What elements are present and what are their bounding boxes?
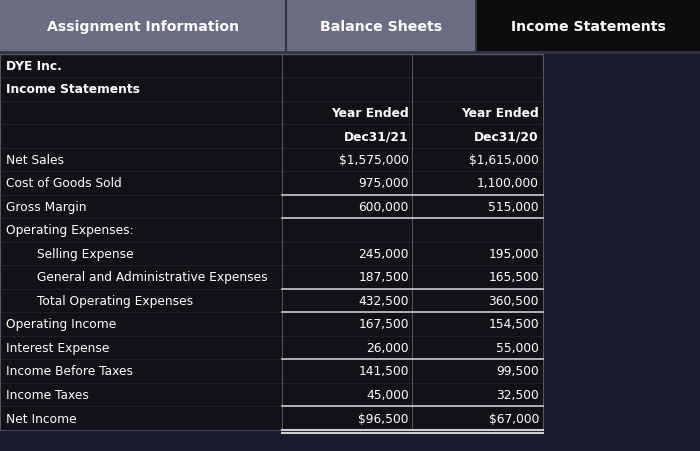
Bar xyxy=(0,0,286,53)
Text: Balance Sheets: Balance Sheets xyxy=(320,20,442,33)
Text: 154,500: 154,500 xyxy=(489,318,539,331)
Text: 195,000: 195,000 xyxy=(489,248,539,260)
Text: 515,000: 515,000 xyxy=(489,201,539,213)
Text: Operating Expenses:: Operating Expenses: xyxy=(6,224,133,237)
Text: Dec31/20: Dec31/20 xyxy=(475,130,539,143)
Text: 26,000: 26,000 xyxy=(366,341,409,354)
Text: 32,500: 32,500 xyxy=(496,388,539,401)
Text: 975,000: 975,000 xyxy=(358,177,409,190)
Text: 245,000: 245,000 xyxy=(358,248,409,260)
Text: General and Administrative Expenses: General and Administrative Expenses xyxy=(37,271,267,284)
Text: Year Ended: Year Ended xyxy=(461,107,539,120)
Text: 432,500: 432,500 xyxy=(358,295,409,307)
Bar xyxy=(0,55,542,430)
Text: 45,000: 45,000 xyxy=(366,388,409,401)
Text: 55,000: 55,000 xyxy=(496,341,539,354)
Text: $1,575,000: $1,575,000 xyxy=(339,154,409,166)
Text: Net Income: Net Income xyxy=(6,412,76,424)
Bar xyxy=(476,0,700,53)
Text: Income Statements: Income Statements xyxy=(510,20,666,33)
Text: 360,500: 360,500 xyxy=(489,295,539,307)
Text: 99,500: 99,500 xyxy=(496,365,539,377)
Text: Assignment Information: Assignment Information xyxy=(47,20,239,33)
Text: DYE Inc.: DYE Inc. xyxy=(6,60,62,73)
Text: $96,500: $96,500 xyxy=(358,412,409,424)
Text: Year Ended: Year Ended xyxy=(331,107,409,120)
Text: Net Sales: Net Sales xyxy=(6,154,64,166)
Text: $1,615,000: $1,615,000 xyxy=(469,154,539,166)
Text: Dec31/21: Dec31/21 xyxy=(344,130,409,143)
Text: Operating Income: Operating Income xyxy=(6,318,116,331)
Bar xyxy=(286,0,476,53)
Text: Gross Margin: Gross Margin xyxy=(6,201,86,213)
Text: 600,000: 600,000 xyxy=(358,201,409,213)
Text: 187,500: 187,500 xyxy=(358,271,409,284)
Text: 165,500: 165,500 xyxy=(489,271,539,284)
Text: 167,500: 167,500 xyxy=(358,318,409,331)
Text: Income Taxes: Income Taxes xyxy=(6,388,88,401)
Text: $67,000: $67,000 xyxy=(489,412,539,424)
Text: Income Statements: Income Statements xyxy=(6,83,139,96)
Text: Interest Expense: Interest Expense xyxy=(6,341,109,354)
Text: 141,500: 141,500 xyxy=(358,365,409,377)
Text: Cost of Goods Sold: Cost of Goods Sold xyxy=(6,177,121,190)
Text: Total Operating Expenses: Total Operating Expenses xyxy=(37,295,193,307)
Text: Selling Expense: Selling Expense xyxy=(37,248,134,260)
Text: 1,100,000: 1,100,000 xyxy=(477,177,539,190)
Text: Income Before Taxes: Income Before Taxes xyxy=(6,365,132,377)
